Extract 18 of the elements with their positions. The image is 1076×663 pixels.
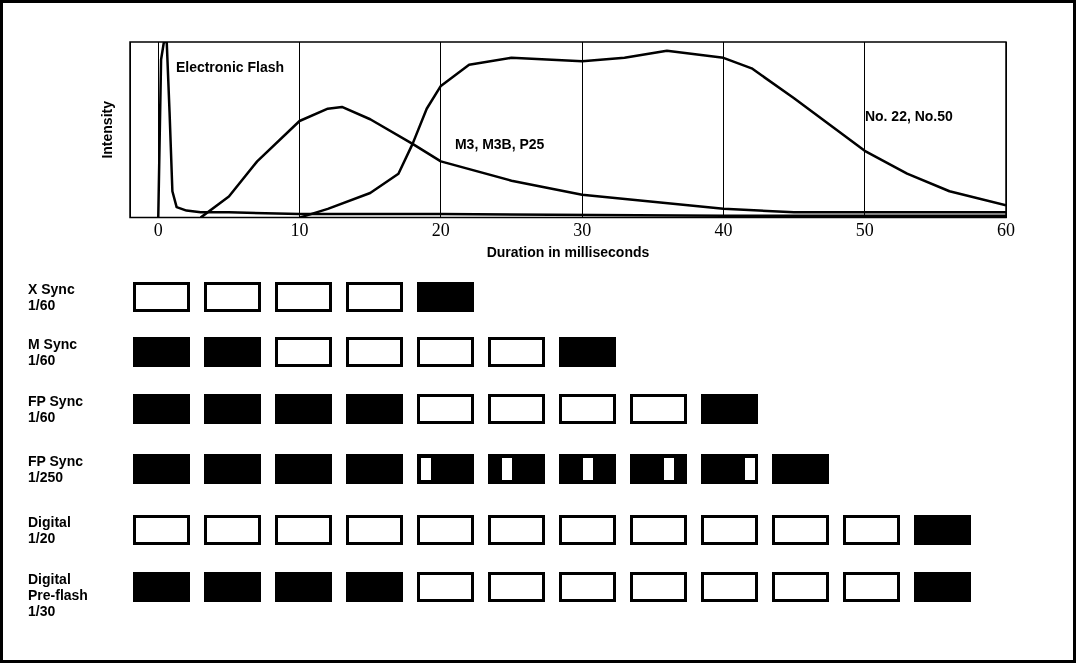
x-tick-label: 40 bbox=[714, 220, 733, 241]
text: Digital 1/20 bbox=[28, 514, 71, 546]
x-tick-label: 50 bbox=[855, 220, 874, 241]
x-tick-label: 60 bbox=[997, 220, 1015, 241]
series-label: Electronic Flash bbox=[175, 59, 285, 75]
series-label: No. 22, No.50 bbox=[864, 107, 954, 124]
x-axis-title: Duration in milliseconds bbox=[486, 244, 650, 261]
text: X Sync 1/60 bbox=[28, 281, 75, 313]
text: FP Sync 1/250 bbox=[28, 453, 83, 485]
series-label: M3, M3B, P25 bbox=[454, 135, 545, 152]
x-tick-label: 10 bbox=[290, 220, 309, 241]
text: M Sync 1/60 bbox=[28, 336, 78, 368]
text: Digital Pre-flash 1/30 bbox=[28, 571, 88, 619]
x-tick-label: 30 bbox=[573, 220, 592, 241]
x-tick-label: 20 bbox=[431, 220, 450, 241]
text: FP Sync 1/60 bbox=[28, 393, 83, 425]
y-axis-title: Intensity bbox=[99, 100, 116, 159]
x-tick-label: 0 bbox=[153, 220, 163, 241]
